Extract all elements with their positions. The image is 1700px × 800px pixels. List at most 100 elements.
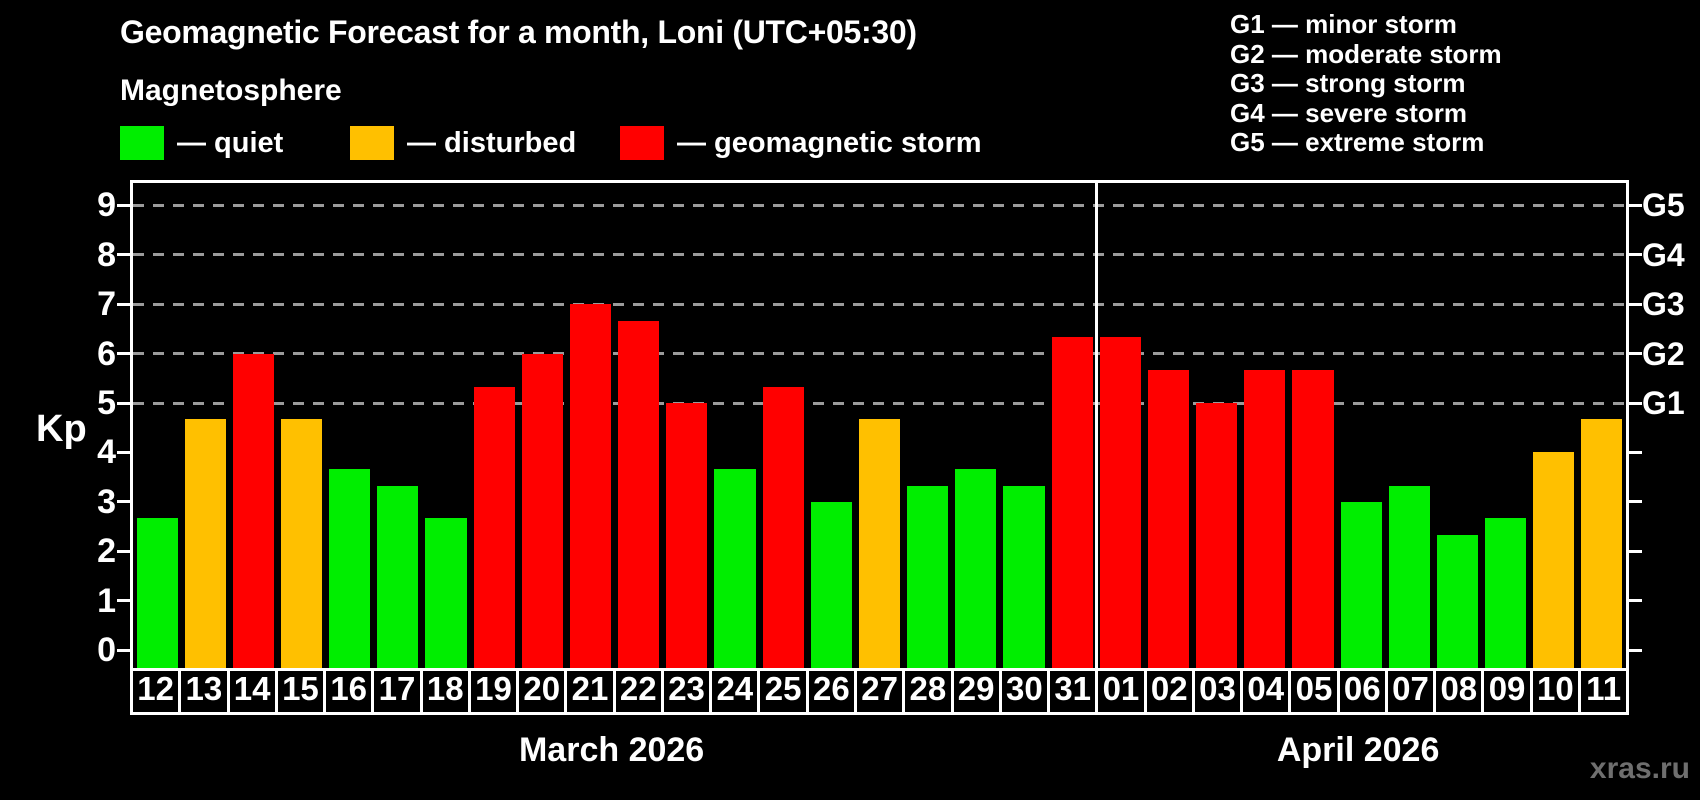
day-label-april-05: 05 (1291, 668, 1340, 712)
bar-day-01 (1099, 337, 1141, 668)
month-label: March 2026 (518, 731, 705, 769)
day-label-april-10: 10 (1533, 668, 1581, 712)
y-tick-left-9 (117, 203, 130, 207)
y-tick-right-1 (1629, 599, 1642, 603)
y-tick-right-9 (1629, 203, 1642, 207)
y-tick-left-3 (117, 500, 130, 504)
y-tick-right-3 (1629, 500, 1642, 504)
day-label-march-17: 17 (374, 668, 423, 712)
gridline-kp-7 (133, 302, 1626, 306)
bar-day-28 (907, 485, 949, 668)
bar-day-07 (1388, 485, 1430, 668)
y-tick-label-9: 9 (97, 186, 116, 225)
day-label-march-26: 26 (809, 668, 857, 712)
day-label-april-09: 09 (1484, 668, 1533, 712)
day-label-march-12: 12 (133, 668, 182, 712)
bar-day-31 (1051, 337, 1093, 668)
g-axis-label-G4: G4 (1642, 236, 1685, 273)
bar-day-18 (425, 518, 467, 668)
bar-day-13 (184, 419, 226, 668)
bar-day-03 (1196, 403, 1238, 668)
y-tick-label-8: 8 (97, 235, 116, 274)
bar-day-14 (232, 353, 274, 668)
plot-area (117, 180, 1642, 671)
g-scale-legend: G1 — minor storm G2 — moderate storm G3 — … (1230, 9, 1502, 158)
y-tick-label-6: 6 (97, 334, 116, 373)
gridline-kp-8 (133, 253, 1626, 257)
y-tick-label-4: 4 (97, 433, 116, 472)
bar-day-05 (1292, 369, 1334, 668)
bar-day-11 (1581, 419, 1623, 668)
y-tick-label-2: 2 (97, 532, 116, 571)
day-label-april-04: 04 (1243, 668, 1292, 712)
day-label-march-24: 24 (712, 668, 761, 712)
g-axis-label-G3: G3 (1642, 286, 1685, 323)
legend-label-disturbed: — disturbed (407, 126, 577, 159)
legend-label-storm: — geomagnetic storm (677, 126, 982, 159)
watermark: xras.ru (1589, 752, 1690, 785)
month-separator (1094, 183, 1098, 668)
y-tick-label-0: 0 (97, 631, 116, 669)
bar-day-09 (1485, 518, 1527, 668)
day-label-march-30: 30 (1002, 668, 1051, 712)
day-label-april-06: 06 (1340, 668, 1388, 712)
y-tick-label-5: 5 (97, 384, 116, 422)
legend-item-storm: — geomagnetic storm (620, 122, 982, 164)
bar-day-15 (280, 419, 323, 668)
bar-day-16 (329, 468, 371, 668)
y-tick-right-2 (1629, 549, 1642, 553)
day-label-april-11: 11 (1586, 670, 1622, 707)
day-label-march-20: 20 (519, 668, 568, 712)
y-tick-right-6 (1629, 352, 1642, 356)
day-label-march-28: 28 (905, 668, 954, 712)
day-label-march-19: 19 (471, 668, 520, 712)
y-tick-label-1: 1 (97, 581, 116, 620)
month-label: April 2026 (1276, 731, 1440, 769)
g-axis-label-G2: G2 (1642, 335, 1685, 372)
y-tick-left-1 (117, 599, 130, 603)
day-label-march-27: 27 (857, 668, 906, 712)
legend-item-disturbed: — disturbed (350, 122, 576, 164)
day-label-april-08: 08 (1436, 668, 1485, 712)
g-axis-label-G1: G1 (1642, 385, 1685, 421)
g-legend-line-5: G5 — extreme storm (1230, 127, 1485, 157)
bar-day-08 (1436, 534, 1478, 668)
day-label-march-15: 15 (278, 668, 327, 712)
day-label-march-22: 22 (616, 668, 664, 712)
bar-day-17 (377, 485, 419, 668)
legend-swatch-storm (620, 126, 664, 160)
y-tick-left-7 (117, 302, 130, 306)
bar-day-21 (569, 304, 612, 668)
legend-item-quiet: — quiet (120, 122, 283, 164)
g-legend-line-1: G1 — minor storm (1230, 9, 1457, 39)
legend-swatch-disturbed (350, 126, 394, 160)
g-legend-line-2: G2 — moderate storm (1230, 38, 1502, 69)
y-tick-left-8 (117, 253, 130, 257)
legend-swatch-quiet (120, 126, 164, 160)
y-tick-left-6 (117, 352, 130, 356)
bar-day-04 (1244, 369, 1286, 668)
day-label-march-21: 21 (567, 668, 616, 712)
y-axis-title: Kp (36, 408, 87, 450)
day-label-march-25: 25 (760, 668, 809, 712)
g-axis-label-G5: G5 (1642, 187, 1685, 224)
y-tick-right-4 (1629, 450, 1642, 454)
day-label-march-23: 23 (664, 668, 713, 712)
y-tick-left-5 (117, 401, 130, 405)
bar-day-19 (473, 386, 515, 668)
day-label-march-13: 13 (181, 668, 230, 712)
y-tick-left-0 (117, 648, 130, 652)
bar-day-02 (1147, 369, 1190, 668)
magnetosphere-label: Magnetosphere (120, 74, 342, 107)
x-axis-day-labels: 12 13 14 15 16 17 18 19 20 21 22 23 24 25 26 27 28 29 30 31… (130, 668, 1629, 715)
day-label-april-02: 02 (1147, 668, 1195, 712)
bar-day-22 (618, 320, 660, 668)
y-tick-left-4 (117, 450, 130, 454)
y-tick-label-7: 7 (97, 285, 116, 324)
day-label-april-07: 07 (1388, 668, 1437, 712)
day-label-march-14: 14 (230, 668, 278, 712)
gridline-kp-5 (133, 401, 1626, 405)
day-label-march-18: 18 (423, 668, 471, 712)
bar-day-10 (1533, 452, 1575, 668)
